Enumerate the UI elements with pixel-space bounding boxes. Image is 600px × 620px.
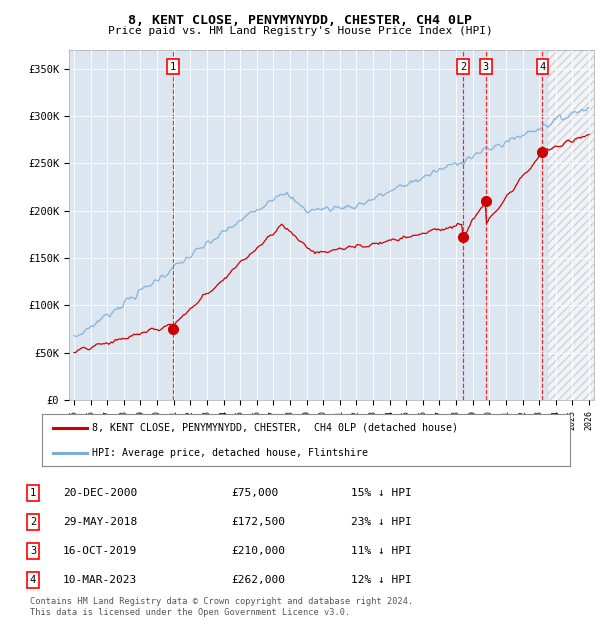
Text: 3: 3 [30,546,36,556]
Text: 23% ↓ HPI: 23% ↓ HPI [351,517,412,527]
Text: 4: 4 [539,62,545,72]
Text: 10-MAR-2023: 10-MAR-2023 [63,575,137,585]
Text: 16-OCT-2019: 16-OCT-2019 [63,546,137,556]
Text: 15% ↓ HPI: 15% ↓ HPI [351,488,412,498]
Text: 2: 2 [460,62,466,72]
Text: 11% ↓ HPI: 11% ↓ HPI [351,546,412,556]
Text: Price paid vs. HM Land Registry's House Price Index (HPI): Price paid vs. HM Land Registry's House … [107,26,493,36]
Text: 8, KENT CLOSE, PENYMYNYDD, CHESTER,  CH4 0LP (detached house): 8, KENT CLOSE, PENYMYNYDD, CHESTER, CH4 … [92,423,458,433]
Text: £210,000: £210,000 [231,546,285,556]
Text: 20-DEC-2000: 20-DEC-2000 [63,488,137,498]
Text: 29-MAY-2018: 29-MAY-2018 [63,517,137,527]
Text: HPI: Average price, detached house, Flintshire: HPI: Average price, detached house, Flin… [92,448,368,458]
Text: 4: 4 [30,575,36,585]
Text: 1: 1 [170,62,176,72]
Text: £262,000: £262,000 [231,575,285,585]
Text: 2: 2 [30,517,36,527]
Text: £172,500: £172,500 [231,517,285,527]
Text: 12% ↓ HPI: 12% ↓ HPI [351,575,412,585]
Text: Contains HM Land Registry data © Crown copyright and database right 2024.
This d: Contains HM Land Registry data © Crown c… [30,598,413,617]
Text: 8, KENT CLOSE, PENYMYNYDD, CHESTER, CH4 0LP: 8, KENT CLOSE, PENYMYNYDD, CHESTER, CH4 … [128,14,472,27]
Text: £75,000: £75,000 [231,488,278,498]
Text: 3: 3 [483,62,489,72]
Text: 1: 1 [30,488,36,498]
